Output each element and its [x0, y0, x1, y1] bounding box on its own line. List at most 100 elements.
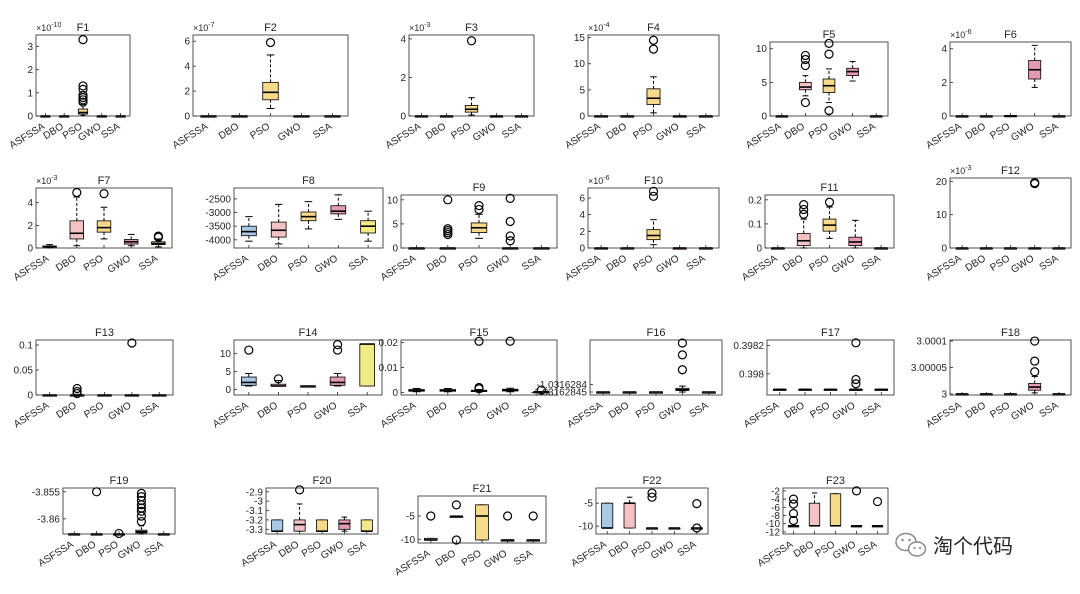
- y-tick-label: 0.1: [19, 341, 33, 352]
- outlier-point: [1030, 356, 1040, 366]
- y-tick-label: 4: [184, 62, 190, 73]
- box-dbo: [620, 115, 635, 118]
- panel-f2: F2 ×10-7 0 2 4 6 ASFSSA DBO PSO GWO SSA: [171, 22, 349, 151]
- y-tick-label: -1.0316284: [536, 380, 587, 391]
- outlier-point: [244, 345, 254, 355]
- outlier-point: [474, 336, 484, 346]
- box-body: [601, 502, 614, 529]
- box-ssa: [869, 115, 883, 118]
- category-label: ASFSSA: [8, 121, 48, 151]
- outlier-point: [78, 97, 88, 107]
- box-ssa: [360, 519, 373, 532]
- box-pso: [113, 528, 126, 539]
- box-pso: [1004, 247, 1017, 250]
- box-body: [69, 220, 85, 240]
- axis-multiplier: ×10-7: [193, 22, 215, 33]
- outlier-point: [800, 97, 811, 108]
- category-label: DBO: [792, 539, 816, 560]
- category-label: PSO: [449, 121, 473, 142]
- y-tick-label: -4000: [205, 235, 231, 246]
- box-pso: [646, 488, 659, 530]
- outlier-point: [872, 496, 883, 507]
- y-tick-label: 0.02: [379, 338, 399, 349]
- category-label: SSA: [137, 253, 160, 273]
- category-label: DBO: [964, 253, 988, 274]
- category-label: DBO: [434, 548, 458, 569]
- category-label: PSO: [286, 400, 310, 421]
- outlier-point: [799, 200, 809, 210]
- category-label: ASFSSA: [12, 400, 52, 430]
- box-asfssa: [596, 391, 611, 394]
- panel-title: F15: [470, 327, 489, 339]
- box-body: [646, 88, 661, 105]
- category-label: GWO: [831, 539, 858, 562]
- y-tick-label: 15: [574, 33, 586, 44]
- y-tick-label: -3.86: [37, 514, 60, 525]
- outlier-point: [136, 495, 146, 506]
- outlier-point: [824, 38, 834, 48]
- box-pso: [470, 336, 488, 394]
- category-label: ASFSSA: [239, 539, 279, 569]
- y-tick-label: 2: [579, 227, 585, 238]
- box-dbo: [69, 383, 85, 399]
- category-label: DBO: [781, 253, 805, 274]
- category-label: PSO: [807, 121, 831, 142]
- category-label: PSO: [457, 253, 481, 274]
- outlier-point: [505, 336, 515, 346]
- axis-multiplier: ×10-3: [36, 175, 58, 186]
- y-tick-label: 4: [579, 210, 585, 221]
- y-tick-label: 0: [225, 385, 231, 396]
- category-label: PSO: [82, 400, 106, 421]
- box-pso: [822, 38, 836, 116]
- category-label: SSA: [500, 121, 523, 141]
- category-label: PSO: [97, 539, 121, 560]
- box-pso: [475, 504, 489, 541]
- y-tick-label: -3500: [205, 222, 231, 233]
- outlier-point: [851, 379, 861, 389]
- panel-title: F6: [1004, 29, 1017, 41]
- outlier-point: [648, 191, 659, 201]
- y-tick-label: -5: [584, 499, 593, 510]
- box-body: [330, 205, 347, 215]
- box-pso: [300, 385, 316, 388]
- category-label: DBO: [277, 539, 301, 560]
- outlier-point: [153, 231, 163, 241]
- box-asfssa: [787, 494, 800, 528]
- panel-title: F13: [95, 327, 114, 339]
- outlier-point: [1030, 336, 1040, 346]
- box-asfssa: [955, 247, 969, 250]
- axis-multiplier: ×10-4: [588, 22, 610, 33]
- outlier-point: [273, 374, 283, 384]
- outlier-point: [72, 187, 82, 198]
- outlier-point: [136, 506, 146, 516]
- outlier-point: [648, 186, 659, 196]
- y-tick-label: 0: [27, 112, 33, 123]
- box-ssa: [152, 394, 167, 397]
- outlier-point: [851, 486, 862, 496]
- box-body: [315, 519, 328, 532]
- outlier-point: [78, 35, 88, 45]
- box-ssa: [698, 247, 713, 250]
- outlier-point: [503, 511, 513, 521]
- y-tick-label: 5: [225, 367, 231, 378]
- outlier-point: [647, 492, 657, 502]
- category-label: PSO: [988, 400, 1012, 421]
- y-tick-label: -3.1: [246, 506, 264, 517]
- box-ssa: [1052, 393, 1066, 396]
- y-tick-label: 0.398: [739, 369, 764, 380]
- panel-f13: F13 0 0.05 0.1 ASFSSA DBO PSO GWO SSA: [12, 327, 174, 430]
- outlier-point: [91, 487, 102, 497]
- box-body: [329, 376, 346, 386]
- y-tick-label: 0: [400, 112, 406, 123]
- outlier-point: [466, 36, 477, 46]
- axis-multiplier: ×10-6: [950, 29, 972, 40]
- category-label: GWO: [313, 253, 340, 276]
- category-label: ASFSSA: [211, 253, 251, 283]
- category-label: SSA: [143, 539, 166, 559]
- y-tick-label: 5: [579, 85, 585, 96]
- box-asfssa: [955, 115, 969, 118]
- panel-title: F21: [473, 483, 492, 495]
- box-dbo: [979, 115, 993, 118]
- category-label: GWO: [1009, 121, 1036, 144]
